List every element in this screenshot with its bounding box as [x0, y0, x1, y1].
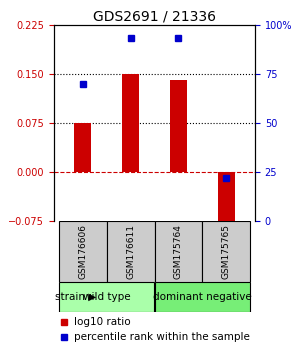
Bar: [218, 172, 235, 227]
Bar: [170, 80, 187, 172]
Text: log10 ratio: log10 ratio: [74, 317, 131, 327]
Bar: [202, 221, 250, 282]
Bar: [59, 221, 106, 282]
Bar: [122, 74, 139, 172]
Text: strain ▶: strain ▶: [55, 292, 96, 302]
Bar: [154, 221, 202, 282]
Bar: [154, 282, 250, 312]
Text: wild type: wild type: [83, 292, 130, 302]
Text: GSM175764: GSM175764: [174, 224, 183, 279]
Title: GDS2691 / 21336: GDS2691 / 21336: [93, 10, 216, 24]
Bar: [59, 282, 154, 312]
Text: percentile rank within the sample: percentile rank within the sample: [74, 332, 250, 342]
Bar: [106, 221, 154, 282]
Text: GSM176606: GSM176606: [78, 224, 87, 279]
Text: dominant negative: dominant negative: [153, 292, 252, 302]
Text: GSM176611: GSM176611: [126, 224, 135, 279]
Text: GSM175765: GSM175765: [222, 224, 231, 279]
Bar: [74, 123, 91, 172]
